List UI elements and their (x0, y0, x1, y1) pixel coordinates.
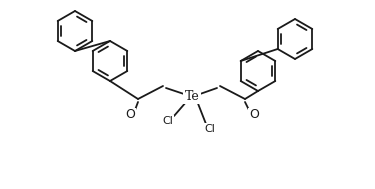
Text: O: O (249, 108, 259, 122)
Text: Te: Te (184, 90, 200, 102)
Text: Cl: Cl (163, 116, 173, 126)
Text: Cl: Cl (205, 124, 215, 134)
Text: O: O (125, 108, 135, 122)
